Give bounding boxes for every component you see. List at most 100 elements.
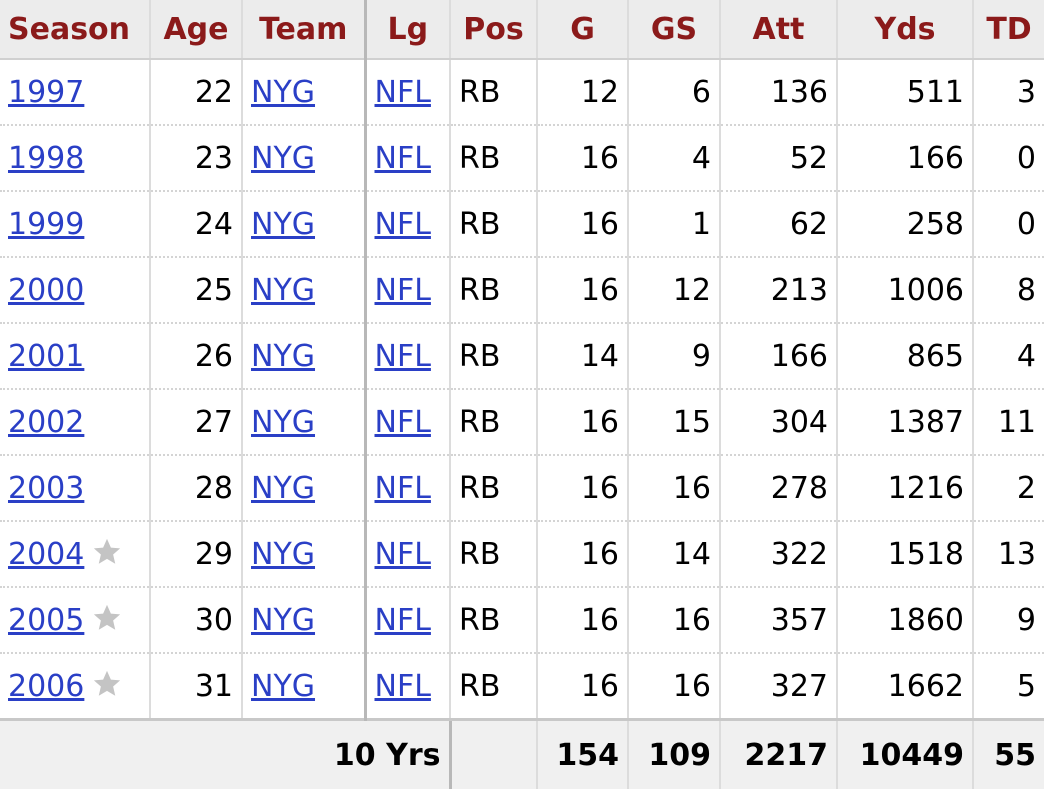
column-header: G: [537, 0, 628, 59]
cell-link[interactable]: 2004: [8, 537, 84, 572]
table-cell: 2005: [0, 587, 150, 653]
column-header: Lg: [365, 0, 450, 59]
table-cell: 1662: [837, 653, 973, 720]
cell-link[interactable]: NYG: [251, 339, 315, 374]
column-header: Team: [242, 0, 365, 59]
table-cell: 1860: [837, 587, 973, 653]
column-header: Age: [150, 0, 242, 59]
table-cell: 1997: [0, 59, 150, 125]
table-cell: 24: [150, 191, 242, 257]
table-cell: 304: [720, 389, 837, 455]
cell-link[interactable]: 2000: [8, 273, 84, 308]
cell-link[interactable]: NYG: [251, 75, 315, 110]
column-header: GS: [628, 0, 720, 59]
cell-link[interactable]: 1999: [8, 207, 84, 242]
cell-link[interactable]: NYG: [251, 141, 315, 176]
table-cell: 16: [537, 125, 628, 191]
table-cell: 31: [150, 653, 242, 720]
table-cell: 357: [720, 587, 837, 653]
table-cell: 16: [537, 455, 628, 521]
cell-link[interactable]: 2003: [8, 471, 84, 506]
cell-link[interactable]: NYG: [251, 405, 315, 440]
table-cell: 2: [973, 455, 1044, 521]
table-cell: NFL: [365, 455, 450, 521]
table-cell: 5: [973, 653, 1044, 720]
table-cell: NFL: [365, 257, 450, 323]
cell-link[interactable]: 2005: [8, 603, 84, 638]
pro-bowl-star: [92, 603, 122, 633]
table-cell: NFL: [365, 191, 450, 257]
table-cell: 29: [150, 521, 242, 587]
table-cell: 1387: [837, 389, 973, 455]
table-cell: 16: [537, 389, 628, 455]
table-cell: 4: [628, 125, 720, 191]
column-header: Att: [720, 0, 837, 59]
table-cell: NFL: [365, 653, 450, 720]
cell-link[interactable]: NFL: [375, 537, 431, 572]
table-cell: NFL: [365, 59, 450, 125]
table-cell: 16: [537, 521, 628, 587]
table-cell: 13: [973, 521, 1044, 587]
cell-link[interactable]: NFL: [375, 141, 431, 176]
cell-link[interactable]: NYG: [251, 537, 315, 572]
table-cell: 8: [973, 257, 1044, 323]
cell-link[interactable]: 2006: [8, 669, 84, 704]
table-cell: 4: [973, 323, 1044, 389]
table-cell: 16: [537, 653, 628, 720]
table-cell: NYG: [242, 125, 365, 191]
cell-link[interactable]: NFL: [375, 405, 431, 440]
cell-link[interactable]: NFL: [375, 273, 431, 308]
table-cell: 12: [628, 257, 720, 323]
table-cell: 136: [720, 59, 837, 125]
cell-link[interactable]: 1998: [8, 141, 84, 176]
table-cell: 213: [720, 257, 837, 323]
table-cell: 511: [837, 59, 973, 125]
table-cell: 16: [537, 191, 628, 257]
cell-link[interactable]: NYG: [251, 603, 315, 638]
table-cell: 258: [837, 191, 973, 257]
table-cell: 2002: [0, 389, 150, 455]
footer-label: 10 Yrs: [0, 720, 450, 789]
cell-link[interactable]: NFL: [375, 669, 431, 704]
cell-link[interactable]: NYG: [251, 207, 315, 242]
table-cell: 2004: [0, 521, 150, 587]
table-cell: RB: [450, 653, 537, 720]
cell-link[interactable]: 1997: [8, 75, 84, 110]
cell-link[interactable]: NFL: [375, 75, 431, 110]
cell-link[interactable]: NFL: [375, 339, 431, 374]
cell-link[interactable]: NFL: [375, 603, 431, 638]
footer-total: 154: [537, 720, 628, 789]
cell-link[interactable]: 2001: [8, 339, 84, 374]
table-cell: 16: [628, 653, 720, 720]
table-cell: 30: [150, 587, 242, 653]
table-cell: 62: [720, 191, 837, 257]
cell-link[interactable]: NFL: [375, 471, 431, 506]
column-header: Season: [0, 0, 150, 59]
table-cell: NYG: [242, 257, 365, 323]
column-header: Pos: [450, 0, 537, 59]
table-cell: 27: [150, 389, 242, 455]
table-cell: RB: [450, 521, 537, 587]
table-cell: 166: [837, 125, 973, 191]
table-cell: 0: [973, 191, 1044, 257]
cell-link[interactable]: NYG: [251, 273, 315, 308]
table-cell: RB: [450, 257, 537, 323]
cell-link[interactable]: 2002: [8, 405, 84, 440]
cell-link[interactable]: NFL: [375, 207, 431, 242]
column-header: Yds: [837, 0, 973, 59]
table-cell: 1998: [0, 125, 150, 191]
cell-link[interactable]: NYG: [251, 471, 315, 506]
footer-cell: [450, 720, 537, 789]
table-cell: 1006: [837, 257, 973, 323]
table-cell: 14: [628, 521, 720, 587]
table-cell: 6: [628, 59, 720, 125]
footer-total: 10449: [837, 720, 973, 789]
cell-link[interactable]: NYG: [251, 669, 315, 704]
